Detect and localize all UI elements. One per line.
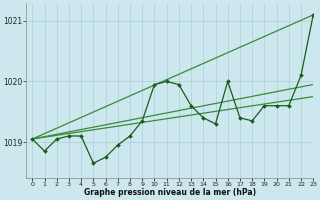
X-axis label: Graphe pression niveau de la mer (hPa): Graphe pression niveau de la mer (hPa): [84, 188, 256, 197]
